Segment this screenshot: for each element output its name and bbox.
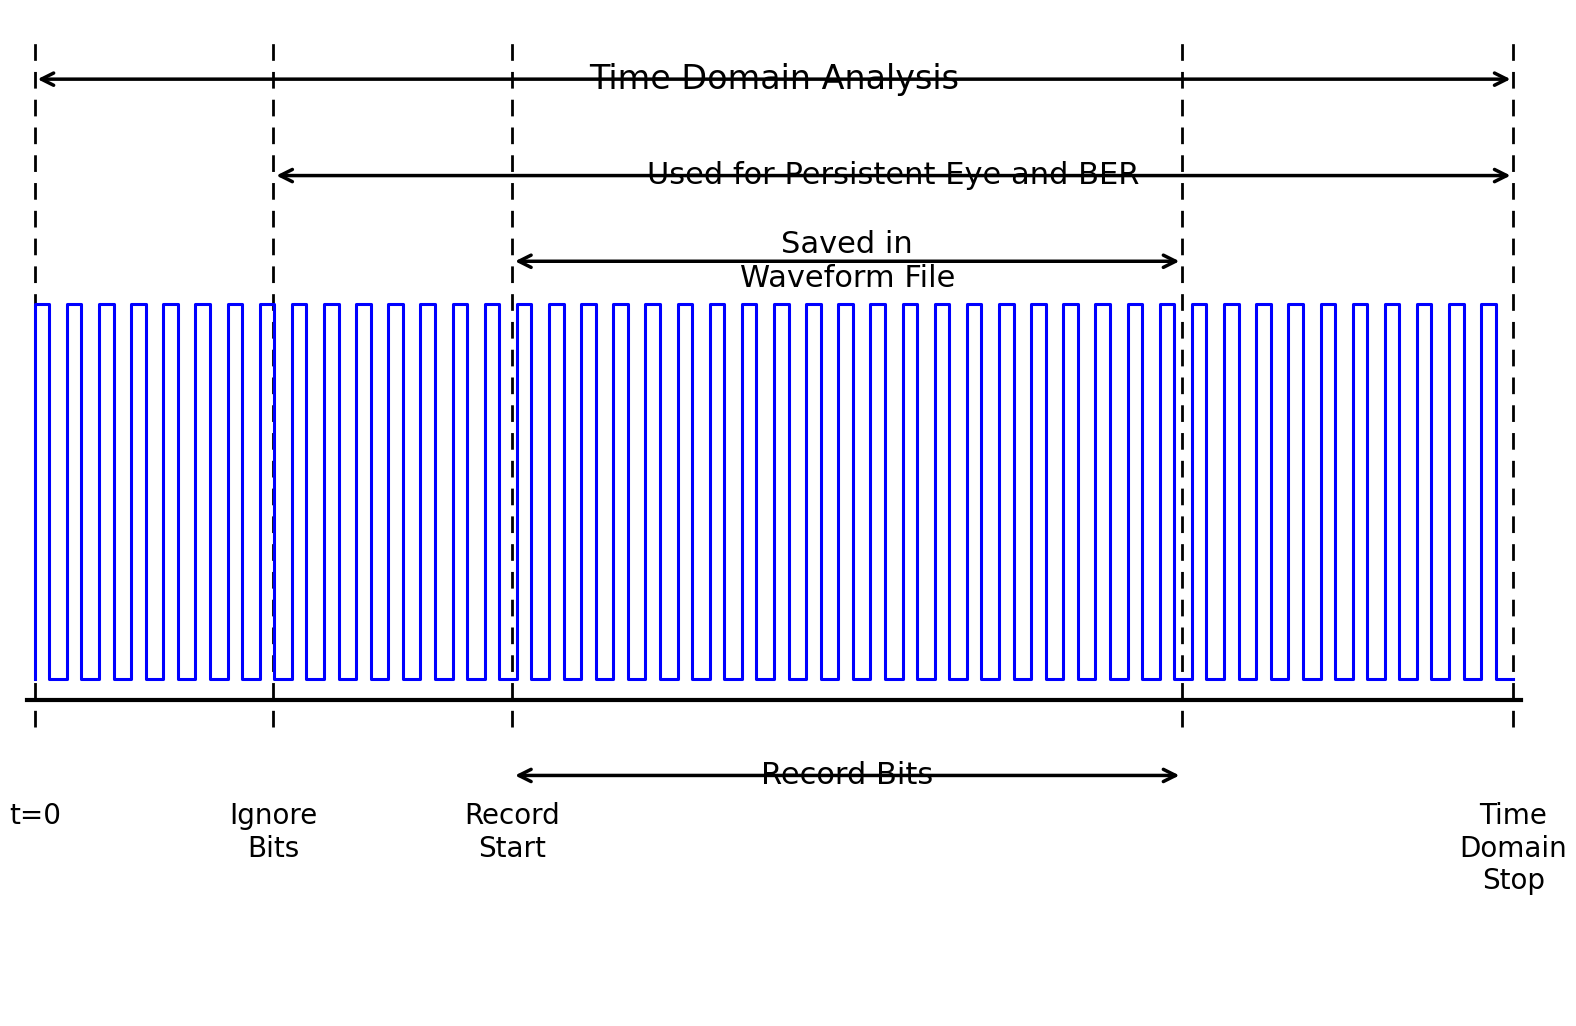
Text: Saved in
Waveform File: Saved in Waveform File (739, 230, 955, 292)
Text: Record Bits: Record Bits (761, 761, 933, 790)
Text: Time
Domain
Stop: Time Domain Stop (1459, 802, 1567, 895)
Text: Record
Start: Record Start (465, 802, 559, 863)
Text: Time Domain Analysis: Time Domain Analysis (589, 63, 960, 95)
Text: t=0: t=0 (9, 802, 61, 830)
Text: Ignore
Bits: Ignore Bits (230, 802, 318, 863)
Text: Used for Persistent Eye and BER: Used for Persistent Eye and BER (648, 161, 1139, 190)
